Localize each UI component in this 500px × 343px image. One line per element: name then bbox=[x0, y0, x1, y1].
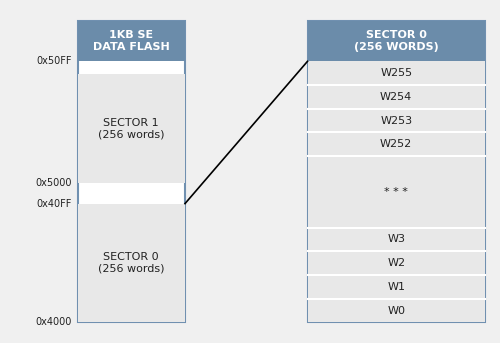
Text: 0x4000: 0x4000 bbox=[35, 317, 72, 328]
Text: W1: W1 bbox=[387, 282, 405, 292]
Bar bbox=[78, 21, 185, 322]
Bar bbox=[308, 85, 485, 109]
Bar bbox=[308, 61, 485, 85]
Text: 0x50FF: 0x50FF bbox=[36, 56, 72, 66]
Bar bbox=[78, 74, 185, 183]
Bar bbox=[308, 132, 485, 156]
Bar bbox=[78, 21, 185, 61]
Text: W254: W254 bbox=[380, 92, 412, 102]
Text: 0x5000: 0x5000 bbox=[35, 178, 72, 188]
Bar bbox=[308, 156, 485, 228]
Text: SECTOR 0
(256 WORDS): SECTOR 0 (256 WORDS) bbox=[354, 30, 438, 52]
Bar bbox=[78, 204, 185, 322]
Text: W253: W253 bbox=[380, 116, 412, 126]
Bar bbox=[308, 299, 485, 322]
Text: 0x40FF: 0x40FF bbox=[36, 199, 72, 209]
Bar bbox=[308, 228, 485, 251]
Bar bbox=[308, 21, 485, 322]
Text: SECTOR 0
(256 words): SECTOR 0 (256 words) bbox=[98, 252, 164, 274]
Text: W255: W255 bbox=[380, 68, 412, 78]
Text: W252: W252 bbox=[380, 139, 412, 149]
Bar bbox=[308, 21, 485, 61]
Text: W3: W3 bbox=[387, 234, 405, 245]
Text: SECTOR 1
(256 words): SECTOR 1 (256 words) bbox=[98, 118, 164, 139]
Text: * * *: * * * bbox=[384, 187, 408, 197]
Bar bbox=[308, 275, 485, 299]
Text: W2: W2 bbox=[387, 258, 406, 268]
Text: W0: W0 bbox=[387, 306, 405, 316]
Text: 1KB SE
DATA FLASH: 1KB SE DATA FLASH bbox=[93, 30, 170, 52]
Bar bbox=[308, 251, 485, 275]
Bar bbox=[308, 109, 485, 132]
